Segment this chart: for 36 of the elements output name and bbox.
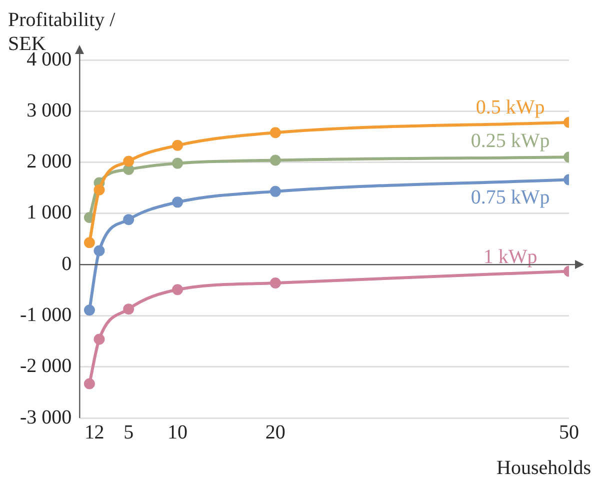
y-tick-label: -3 000	[20, 406, 72, 428]
x-axis-title: Households	[496, 457, 591, 480]
y-tick-label: 1 000	[26, 202, 72, 224]
point	[270, 154, 281, 166]
series-label: 1 kWp	[483, 246, 538, 268]
x-tick-label: 10	[168, 421, 188, 444]
series-label: 0.25 kWp	[470, 130, 550, 152]
series-label: 0.5 kWp	[476, 96, 545, 119]
point	[270, 186, 281, 197]
point	[94, 245, 105, 256]
y-tick-label: -2 000	[20, 355, 72, 378]
y-tick-label: -1 000	[20, 304, 72, 326]
point	[123, 214, 134, 226]
point	[172, 140, 184, 151]
point	[123, 156, 134, 167]
point	[172, 158, 184, 169]
point	[94, 334, 105, 345]
point	[172, 196, 184, 208]
x-tick-label: 50	[559, 421, 579, 444]
y-tick-label: 0	[62, 252, 72, 275]
x-tick-label: 5	[124, 421, 134, 444]
x-tick-label: 2	[94, 421, 104, 444]
point	[123, 164, 134, 175]
x-tick-label: 1	[84, 421, 94, 444]
point	[84, 304, 95, 316]
point	[123, 304, 134, 315]
point	[94, 184, 105, 196]
series-label: 0.75 kWp	[470, 186, 550, 208]
y-tick-label: 3 000	[26, 99, 72, 122]
point	[270, 127, 281, 138]
x-tick-label: 20	[265, 421, 286, 444]
point	[84, 378, 95, 390]
point	[84, 237, 95, 248]
point	[270, 277, 281, 288]
y-tick-label: 2 000	[26, 150, 72, 173]
point	[172, 284, 184, 296]
